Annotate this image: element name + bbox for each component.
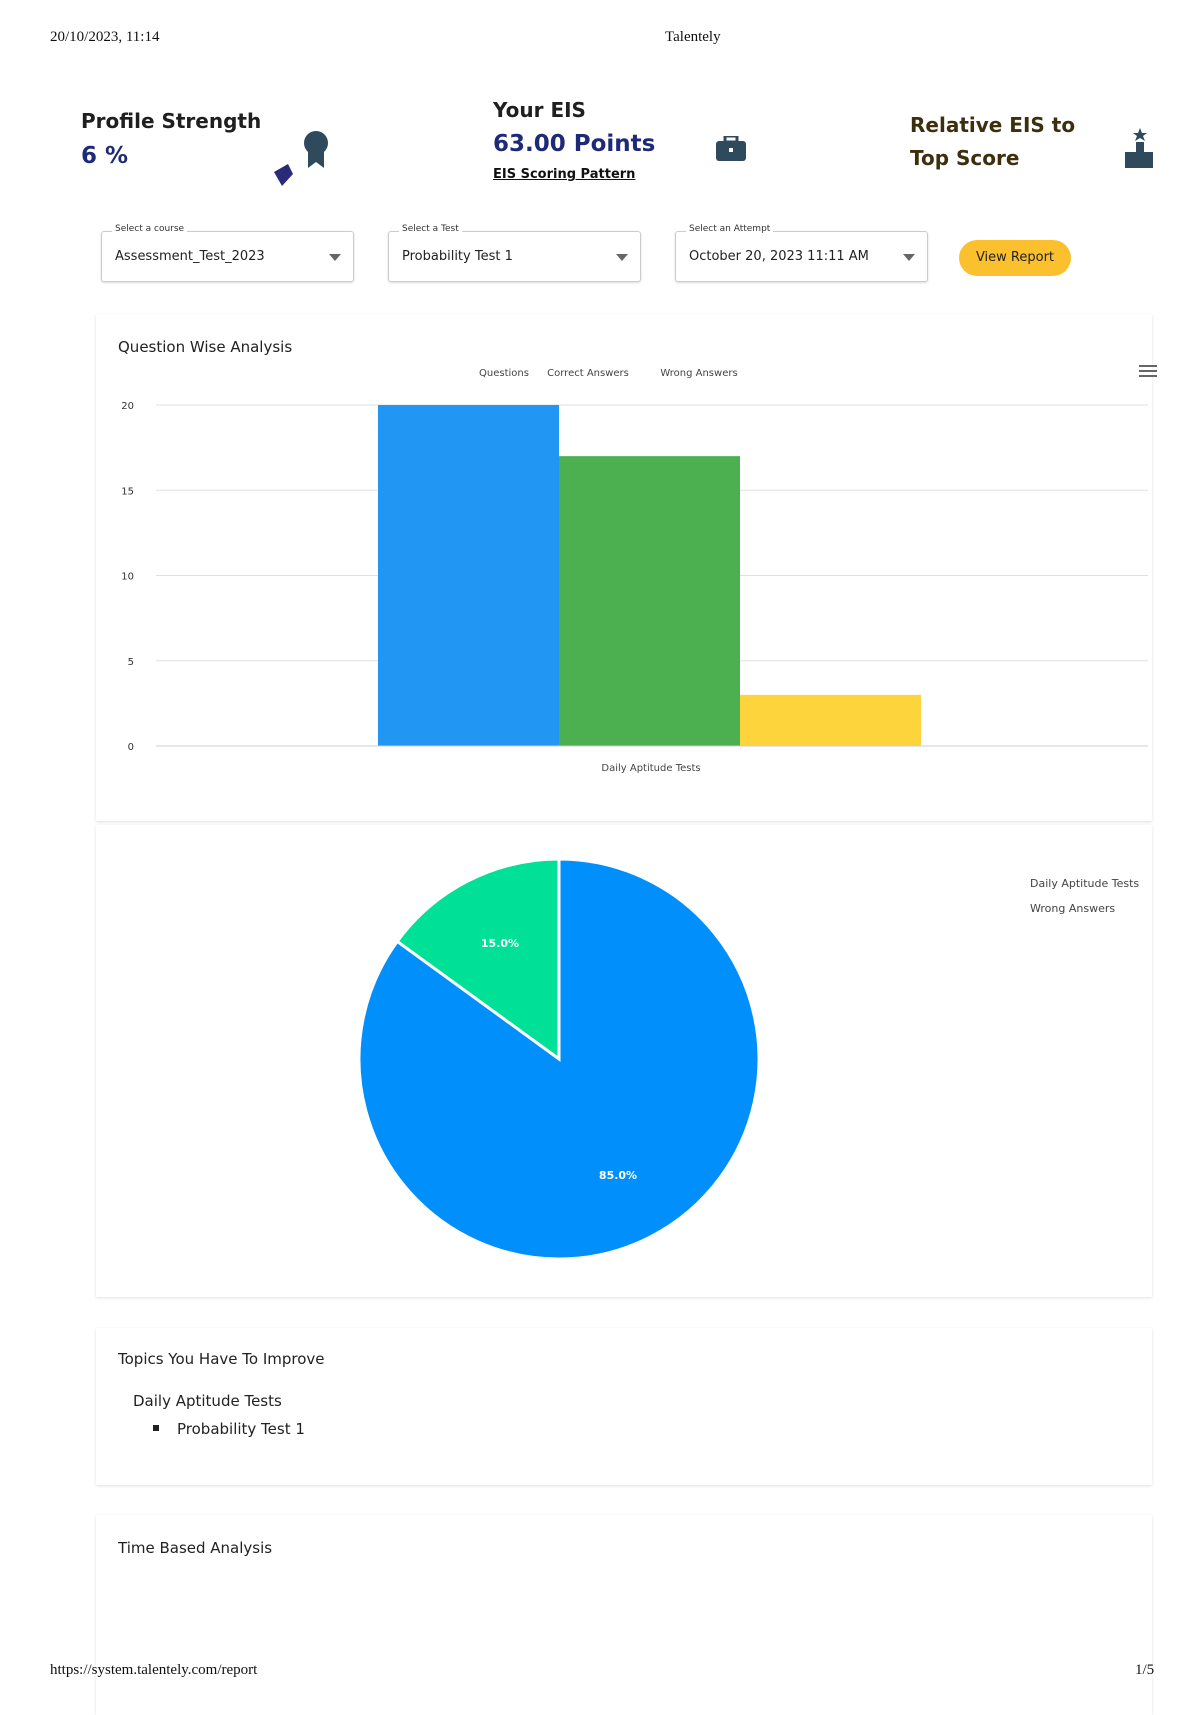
y-tick-label: 0 bbox=[128, 742, 134, 753]
chart-menu-icon[interactable] bbox=[1139, 365, 1157, 377]
course-select-label: Select a course bbox=[112, 224, 188, 234]
y-tick-label: 10 bbox=[121, 572, 134, 583]
legend-item: Questions bbox=[479, 368, 529, 379]
bar-chart: 0 5 10 15 20 Questions Correct Answers Wrong An… bbox=[121, 368, 1148, 774]
award-ribbon-icon bbox=[274, 131, 328, 186]
course-select-value: Assessment_Test_2023 bbox=[115, 249, 265, 264]
question-wise-analysis-card: Question Wise Analysis 0 5 10 15 20 Questions… bbox=[96, 314, 1157, 821]
attempt-select-value: October 20, 2023 11:11 AM bbox=[689, 249, 869, 264]
chevron-down-icon bbox=[329, 254, 341, 261]
legend-item: Wrong Answers bbox=[660, 368, 737, 379]
relative-eis-label-1: Relative EIS to bbox=[910, 113, 1076, 137]
y-tick-label: 15 bbox=[121, 486, 134, 497]
topic-item: Probability Test 1 bbox=[177, 1420, 305, 1438]
print-title: Talentely bbox=[665, 29, 721, 45]
eis-value: 63.00 Points bbox=[493, 131, 656, 157]
briefcase-icon bbox=[716, 136, 746, 161]
view-report-button[interactable]: View Report bbox=[959, 240, 1071, 276]
bar-correct-answers bbox=[559, 456, 740, 746]
print-url: https://system.talentely.com/report bbox=[50, 1662, 258, 1678]
test-select-value: Probability Test 1 bbox=[402, 249, 513, 264]
pie-slice-label: 85.0% bbox=[599, 1169, 637, 1182]
topic-group: Daily Aptitude Tests bbox=[133, 1392, 282, 1410]
eis-scoring-pattern-link[interactable]: EIS Scoring Pattern bbox=[493, 167, 636, 182]
podium-trophy-icon bbox=[1125, 128, 1153, 168]
chevron-down-icon bbox=[616, 254, 628, 261]
pie-chart-card: 15.0% 85.0% Daily Aptitude Tests Wrong An… bbox=[96, 825, 1152, 1297]
time-analysis-title: Time Based Analysis bbox=[118, 1539, 273, 1557]
profile-strength-label: Profile Strength bbox=[81, 109, 262, 133]
topics-card: Topics You Have To Improve Daily Aptitud… bbox=[96, 1328, 1152, 1485]
pie-legend-item[interactable]: Wrong Answers bbox=[1030, 902, 1116, 915]
bullet-icon bbox=[153, 1425, 159, 1431]
print-page-number: 1/5 bbox=[1135, 1662, 1155, 1678]
eis-label: Your EIS bbox=[493, 98, 586, 122]
y-tick-label: 5 bbox=[128, 657, 134, 668]
test-select-label: Select a Test bbox=[399, 224, 462, 234]
chevron-down-icon bbox=[903, 254, 915, 261]
bar-wrong-answers bbox=[740, 694, 921, 746]
relative-eis-label-2: Top Score bbox=[910, 146, 1020, 170]
y-tick-label: 20 bbox=[121, 401, 134, 412]
chart-title: Question Wise Analysis bbox=[118, 338, 293, 356]
bar-questions bbox=[378, 405, 559, 746]
attempt-select[interactable]: Select an Attempt October 20, 2023 11:11… bbox=[675, 224, 928, 282]
profile-strength-value: 6 % bbox=[81, 143, 129, 169]
print-datetime: 20/10/2023, 11:14 bbox=[50, 29, 160, 45]
pie-chart: 15.0% 85.0% bbox=[357, 857, 761, 1261]
pie-slice-label: 15.0% bbox=[481, 937, 519, 950]
x-tick-label: Daily Aptitude Tests bbox=[601, 763, 700, 774]
attempt-select-label: Select an Attempt bbox=[686, 224, 774, 234]
topics-title: Topics You Have To Improve bbox=[118, 1350, 325, 1368]
pie-legend-item[interactable]: Daily Aptitude Tests bbox=[1030, 877, 1140, 890]
course-select[interactable]: Select a course Assessment_Test_2023 bbox=[101, 224, 354, 282]
pie-slice bbox=[395, 857, 561, 1062]
time-based-analysis-card: Time Based Analysis bbox=[96, 1515, 1152, 1715]
legend-item: Correct Answers bbox=[547, 368, 629, 379]
test-select[interactable]: Select a Test Probability Test 1 bbox=[388, 224, 641, 282]
pie-slice bbox=[357, 857, 761, 1261]
